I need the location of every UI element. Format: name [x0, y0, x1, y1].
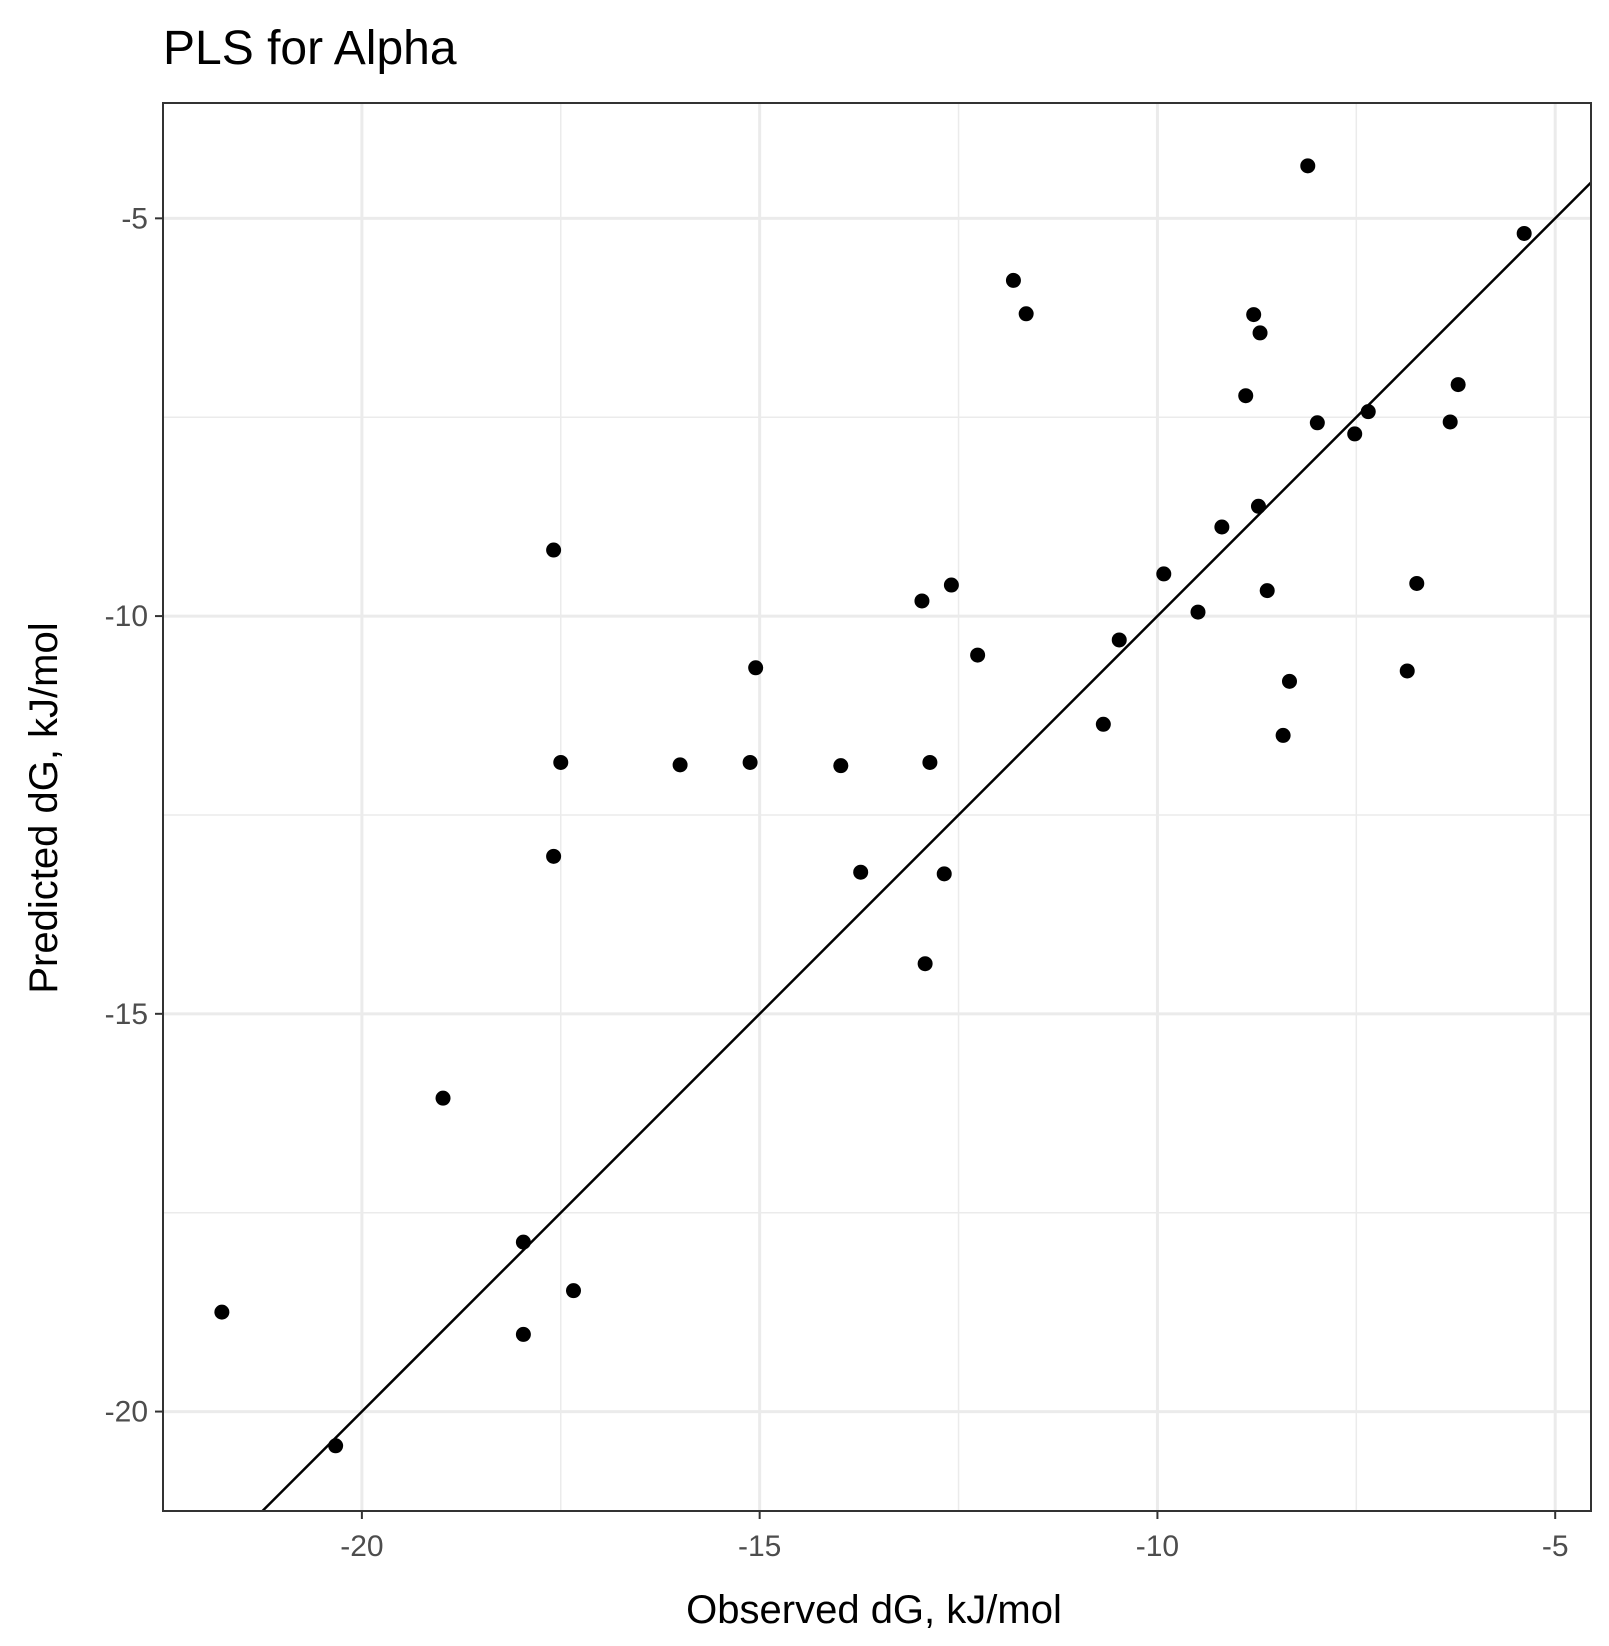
data-point [1246, 307, 1262, 323]
data-point [917, 956, 933, 972]
data-point [1309, 415, 1325, 431]
data-point [672, 757, 688, 773]
x-tick-label: -10 [1136, 1530, 1179, 1563]
data-point [1347, 426, 1363, 442]
data-point [914, 593, 930, 609]
data-point [1018, 306, 1034, 322]
data-point [1360, 404, 1376, 420]
data-point [546, 542, 562, 558]
y-axis-title: Predicted dG, kJ/mol [22, 622, 66, 993]
grid-lines [162, 103, 1591, 1511]
x-tick-label: -15 [738, 1530, 781, 1563]
data-point [1111, 632, 1127, 648]
data-point [1442, 414, 1458, 430]
data-point [515, 1326, 531, 1342]
y-axis-tick-labels: -20 -15 -10 -5 [105, 202, 148, 1428]
data-point [1005, 272, 1021, 288]
data-point [1190, 604, 1206, 620]
y-tick-label: -15 [105, 998, 148, 1031]
data-point [970, 647, 986, 663]
data-point [1259, 583, 1275, 599]
y-tick-label: -5 [121, 202, 148, 235]
data-point [1250, 498, 1266, 514]
data-point [1156, 566, 1172, 582]
data-point [1516, 225, 1532, 241]
data-point [833, 758, 849, 774]
data-point [742, 754, 758, 770]
data-point [1238, 388, 1254, 404]
data-point [1095, 716, 1111, 732]
x-tick-label: -20 [340, 1530, 383, 1563]
data-point [553, 754, 569, 770]
x-axis-tick-labels: -20 -15 -10 -5 [340, 1530, 1568, 1563]
data-point [943, 577, 959, 593]
data-point [1409, 575, 1425, 591]
data-point [936, 866, 952, 882]
data-point [1252, 325, 1268, 341]
data-point [435, 1090, 451, 1106]
data-point [1399, 663, 1415, 679]
data-point [748, 660, 764, 676]
data-point [1281, 673, 1297, 689]
y-tick-label: -10 [105, 600, 148, 633]
x-tick-label: -5 [1542, 1530, 1569, 1563]
data-point [853, 864, 869, 880]
y-tick-label: -20 [105, 1396, 148, 1429]
data-point [546, 848, 562, 864]
data-point [1450, 377, 1466, 393]
data-point [1300, 158, 1316, 174]
data-point [214, 1304, 230, 1320]
x-axis-title: Observed dG, kJ/mol [686, 1588, 1062, 1632]
axis-ticks [155, 217, 1557, 1519]
chart-title: PLS for Alpha [163, 22, 457, 75]
data-point [1214, 519, 1230, 535]
data-point [515, 1234, 531, 1250]
data-point [1275, 727, 1291, 743]
data-point [566, 1283, 582, 1299]
plot-panel-border [162, 102, 1592, 1512]
reference-line-layer [261, 181, 1592, 1512]
data-points [214, 158, 1532, 1454]
data-point [328, 1438, 344, 1454]
identity-reference-line [261, 181, 1592, 1512]
data-point [922, 754, 938, 770]
